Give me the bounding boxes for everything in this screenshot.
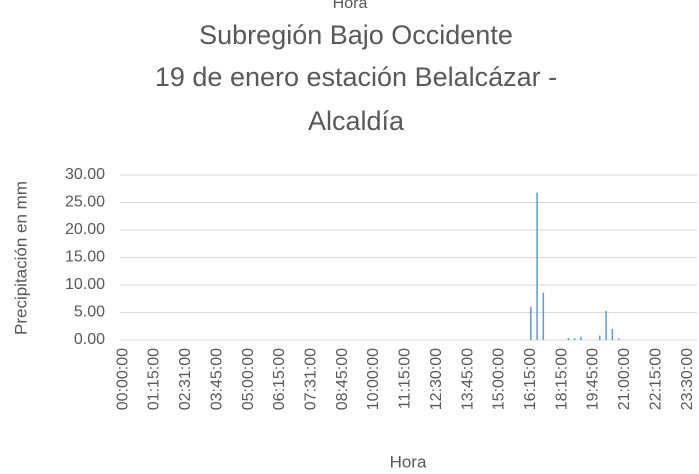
x-tick-label: 23:30:00 [679,348,696,410]
x-tick-label: 18:15:00 [553,348,570,410]
chart-title: Subregión Bajo Occidente [199,20,513,50]
x-tick-label: 16:15:00 [522,348,539,410]
y-tick-label: 10.00 [65,276,105,293]
y-tick-label: 0.00 [74,331,105,348]
bar [573,338,576,340]
y-tick-label: 5.00 [74,304,105,321]
x-tick-label: 03:45:00 [208,348,225,410]
bar [611,329,614,340]
bar [605,310,607,340]
bar [580,336,582,340]
x-tick-label: 19:45:00 [585,348,602,410]
bar [530,307,532,340]
x-tick-label: 07:31:00 [303,348,320,410]
y-tick-label: 15.00 [65,249,105,266]
y-tick-label: 25.00 [65,194,105,211]
x-tick-label: 15:00:00 [491,348,508,410]
x-tick-label: 10:00:00 [365,348,382,410]
x-tick-label: 05:00:00 [240,348,257,410]
x-tick-label: 13:45:00 [459,348,476,410]
y-tick-label: 20.00 [65,221,105,238]
y-tick-label: 30.00 [65,166,105,183]
bar [536,192,538,340]
x-tick-label: 02:31:00 [177,348,194,410]
x-axis-label: Hora [390,452,427,471]
x-tick-label: 21:00:00 [616,348,633,410]
x-tick-label: 08:45:00 [334,348,351,410]
bar [599,335,601,340]
bar [617,338,620,340]
bar [567,337,570,340]
y-axis-label: Precipitación en mm [11,181,30,335]
x-tick-label: 12:30:00 [428,348,445,410]
x-tick-label: 22:15:00 [647,348,664,410]
chart-title: 19 de enero estación Belalcázar - [155,62,557,92]
chart-title: Alcaldía [308,106,405,136]
x-tick-label: 11:15:00 [397,348,414,409]
x-tick-label: 06:15:00 [271,348,288,410]
cropped-label: Hora [333,0,368,12]
bar [542,292,545,340]
x-tick-label: 01:15:00 [146,348,163,410]
x-tick-label: 00:00:00 [114,348,131,410]
